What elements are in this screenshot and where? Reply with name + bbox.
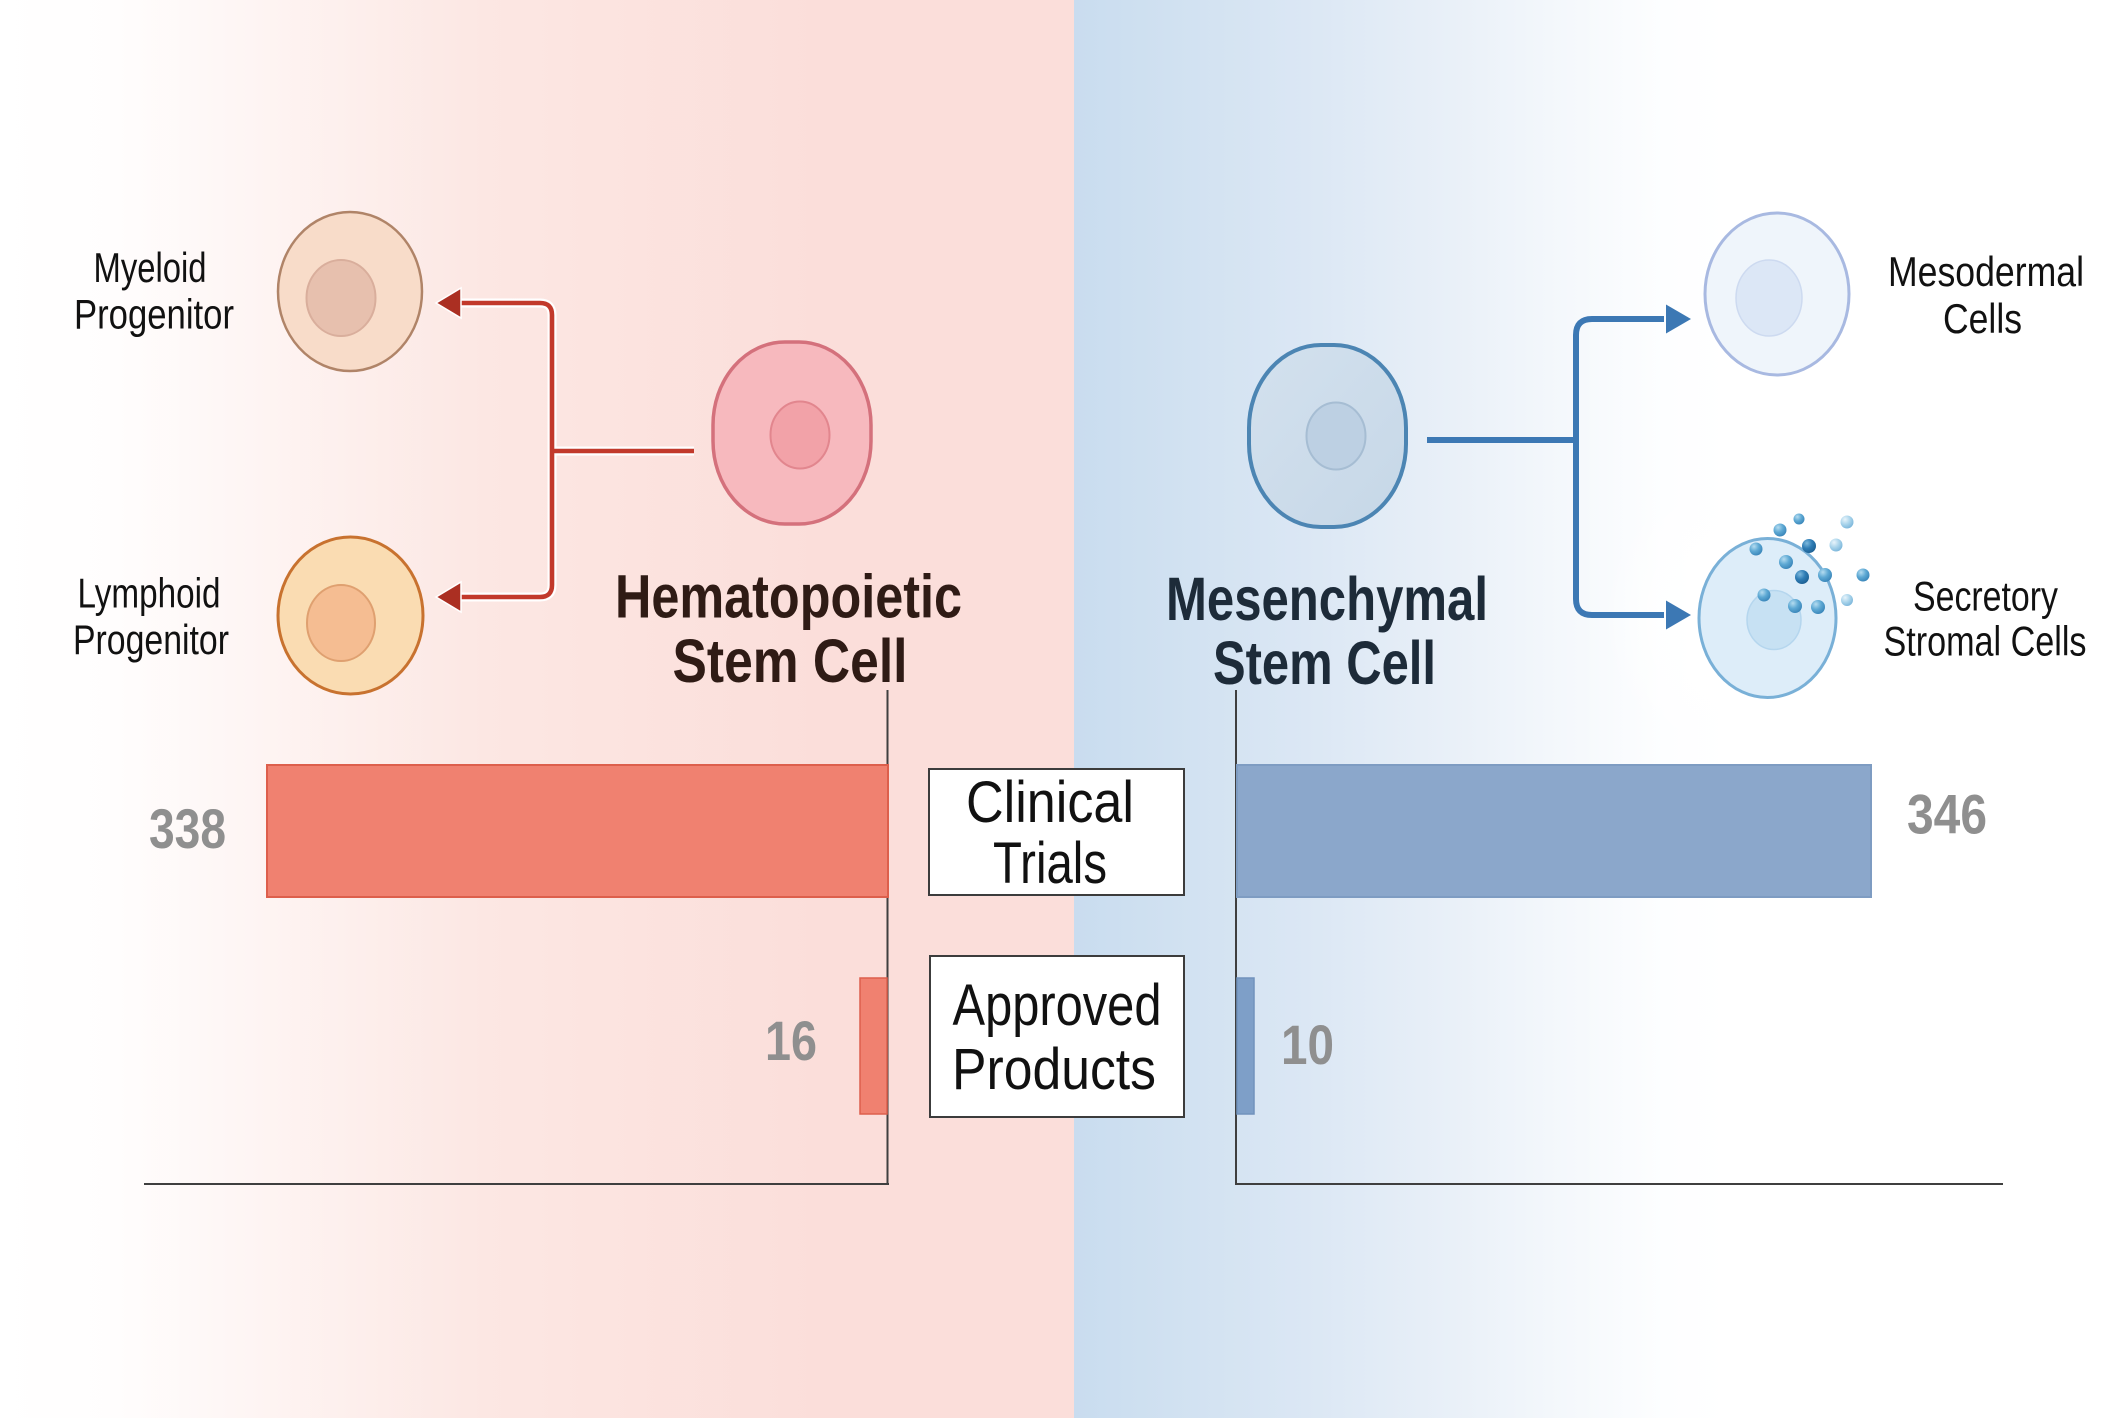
svg-text:Stem Cell: Stem Cell xyxy=(1213,629,1436,697)
svg-text:Trials: Trials xyxy=(993,831,1107,896)
svg-text:Products: Products xyxy=(952,1037,1156,1102)
svg-text:Lymphoid: Lymphoid xyxy=(78,570,221,617)
svg-text:Secretory: Secretory xyxy=(1913,573,2058,620)
svg-text:338: 338 xyxy=(149,797,226,860)
svg-text:Mesodermal: Mesodermal xyxy=(1888,248,2084,295)
svg-text:Stromal Cells: Stromal Cells xyxy=(1884,618,2087,665)
svg-text:16: 16 xyxy=(765,1009,817,1072)
svg-text:Hematopoietic: Hematopoietic xyxy=(615,563,962,631)
svg-text:Mesenchymal: Mesenchymal xyxy=(1166,565,1488,633)
svg-text:Cells: Cells xyxy=(1943,295,2022,342)
svg-text:346: 346 xyxy=(1907,783,1987,846)
svg-text:Clinical: Clinical xyxy=(966,770,1134,835)
svg-text:10: 10 xyxy=(1281,1013,1334,1076)
svg-text:Myeloid: Myeloid xyxy=(94,244,207,291)
svg-text:Progenitor: Progenitor xyxy=(73,616,229,663)
svg-text:Progenitor: Progenitor xyxy=(74,291,234,338)
svg-text:Approved: Approved xyxy=(953,973,1162,1038)
svg-text:Stem Cell: Stem Cell xyxy=(673,627,908,695)
